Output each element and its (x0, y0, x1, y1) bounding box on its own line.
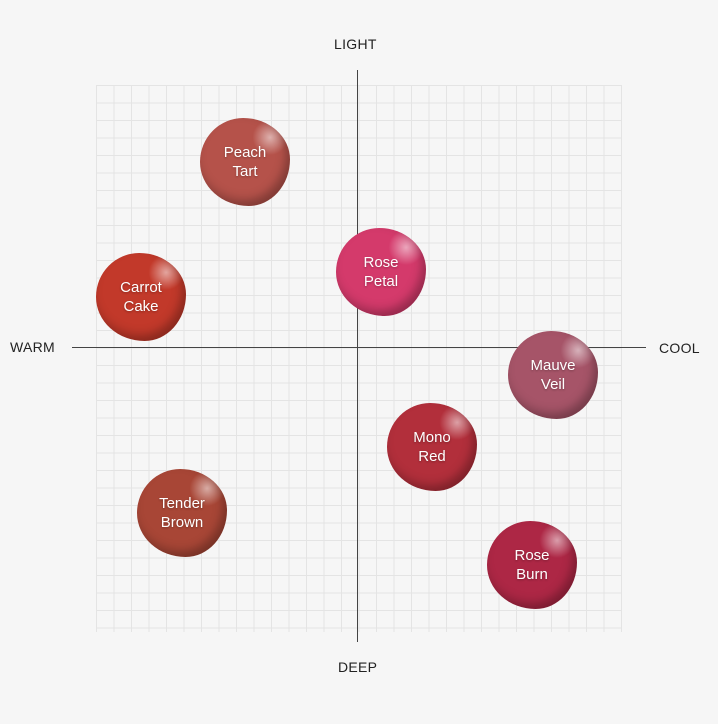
swatch: Mono Red (387, 403, 477, 491)
swatch: Peach Tart (200, 118, 290, 206)
axis-label-left: WARM (10, 339, 56, 355)
axis-label-right: COOL (659, 340, 700, 356)
axis-label-bottom: DEEP (338, 659, 378, 675)
swatch-label: Peach Tart (223, 144, 267, 180)
axis-label-top: LIGHT (334, 36, 377, 52)
vertical-axis (357, 70, 358, 642)
swatch: Rose Burn (487, 521, 577, 609)
swatch: Tender Brown (137, 469, 227, 557)
horizontal-axis (72, 347, 646, 348)
swatch-label: Rose Burn (514, 547, 550, 583)
swatch: Mauve Veil (508, 331, 598, 419)
swatch: Carrot Cake (96, 253, 186, 341)
swatch-label: Mono Red (413, 429, 451, 465)
swatch: Rose Petal (336, 228, 426, 316)
swatch-label: Rose Petal (363, 254, 399, 290)
swatch-label: Carrot Cake (120, 279, 162, 315)
swatch-label: Tender Brown (159, 495, 205, 531)
swatch-label: Mauve Veil (530, 357, 576, 393)
